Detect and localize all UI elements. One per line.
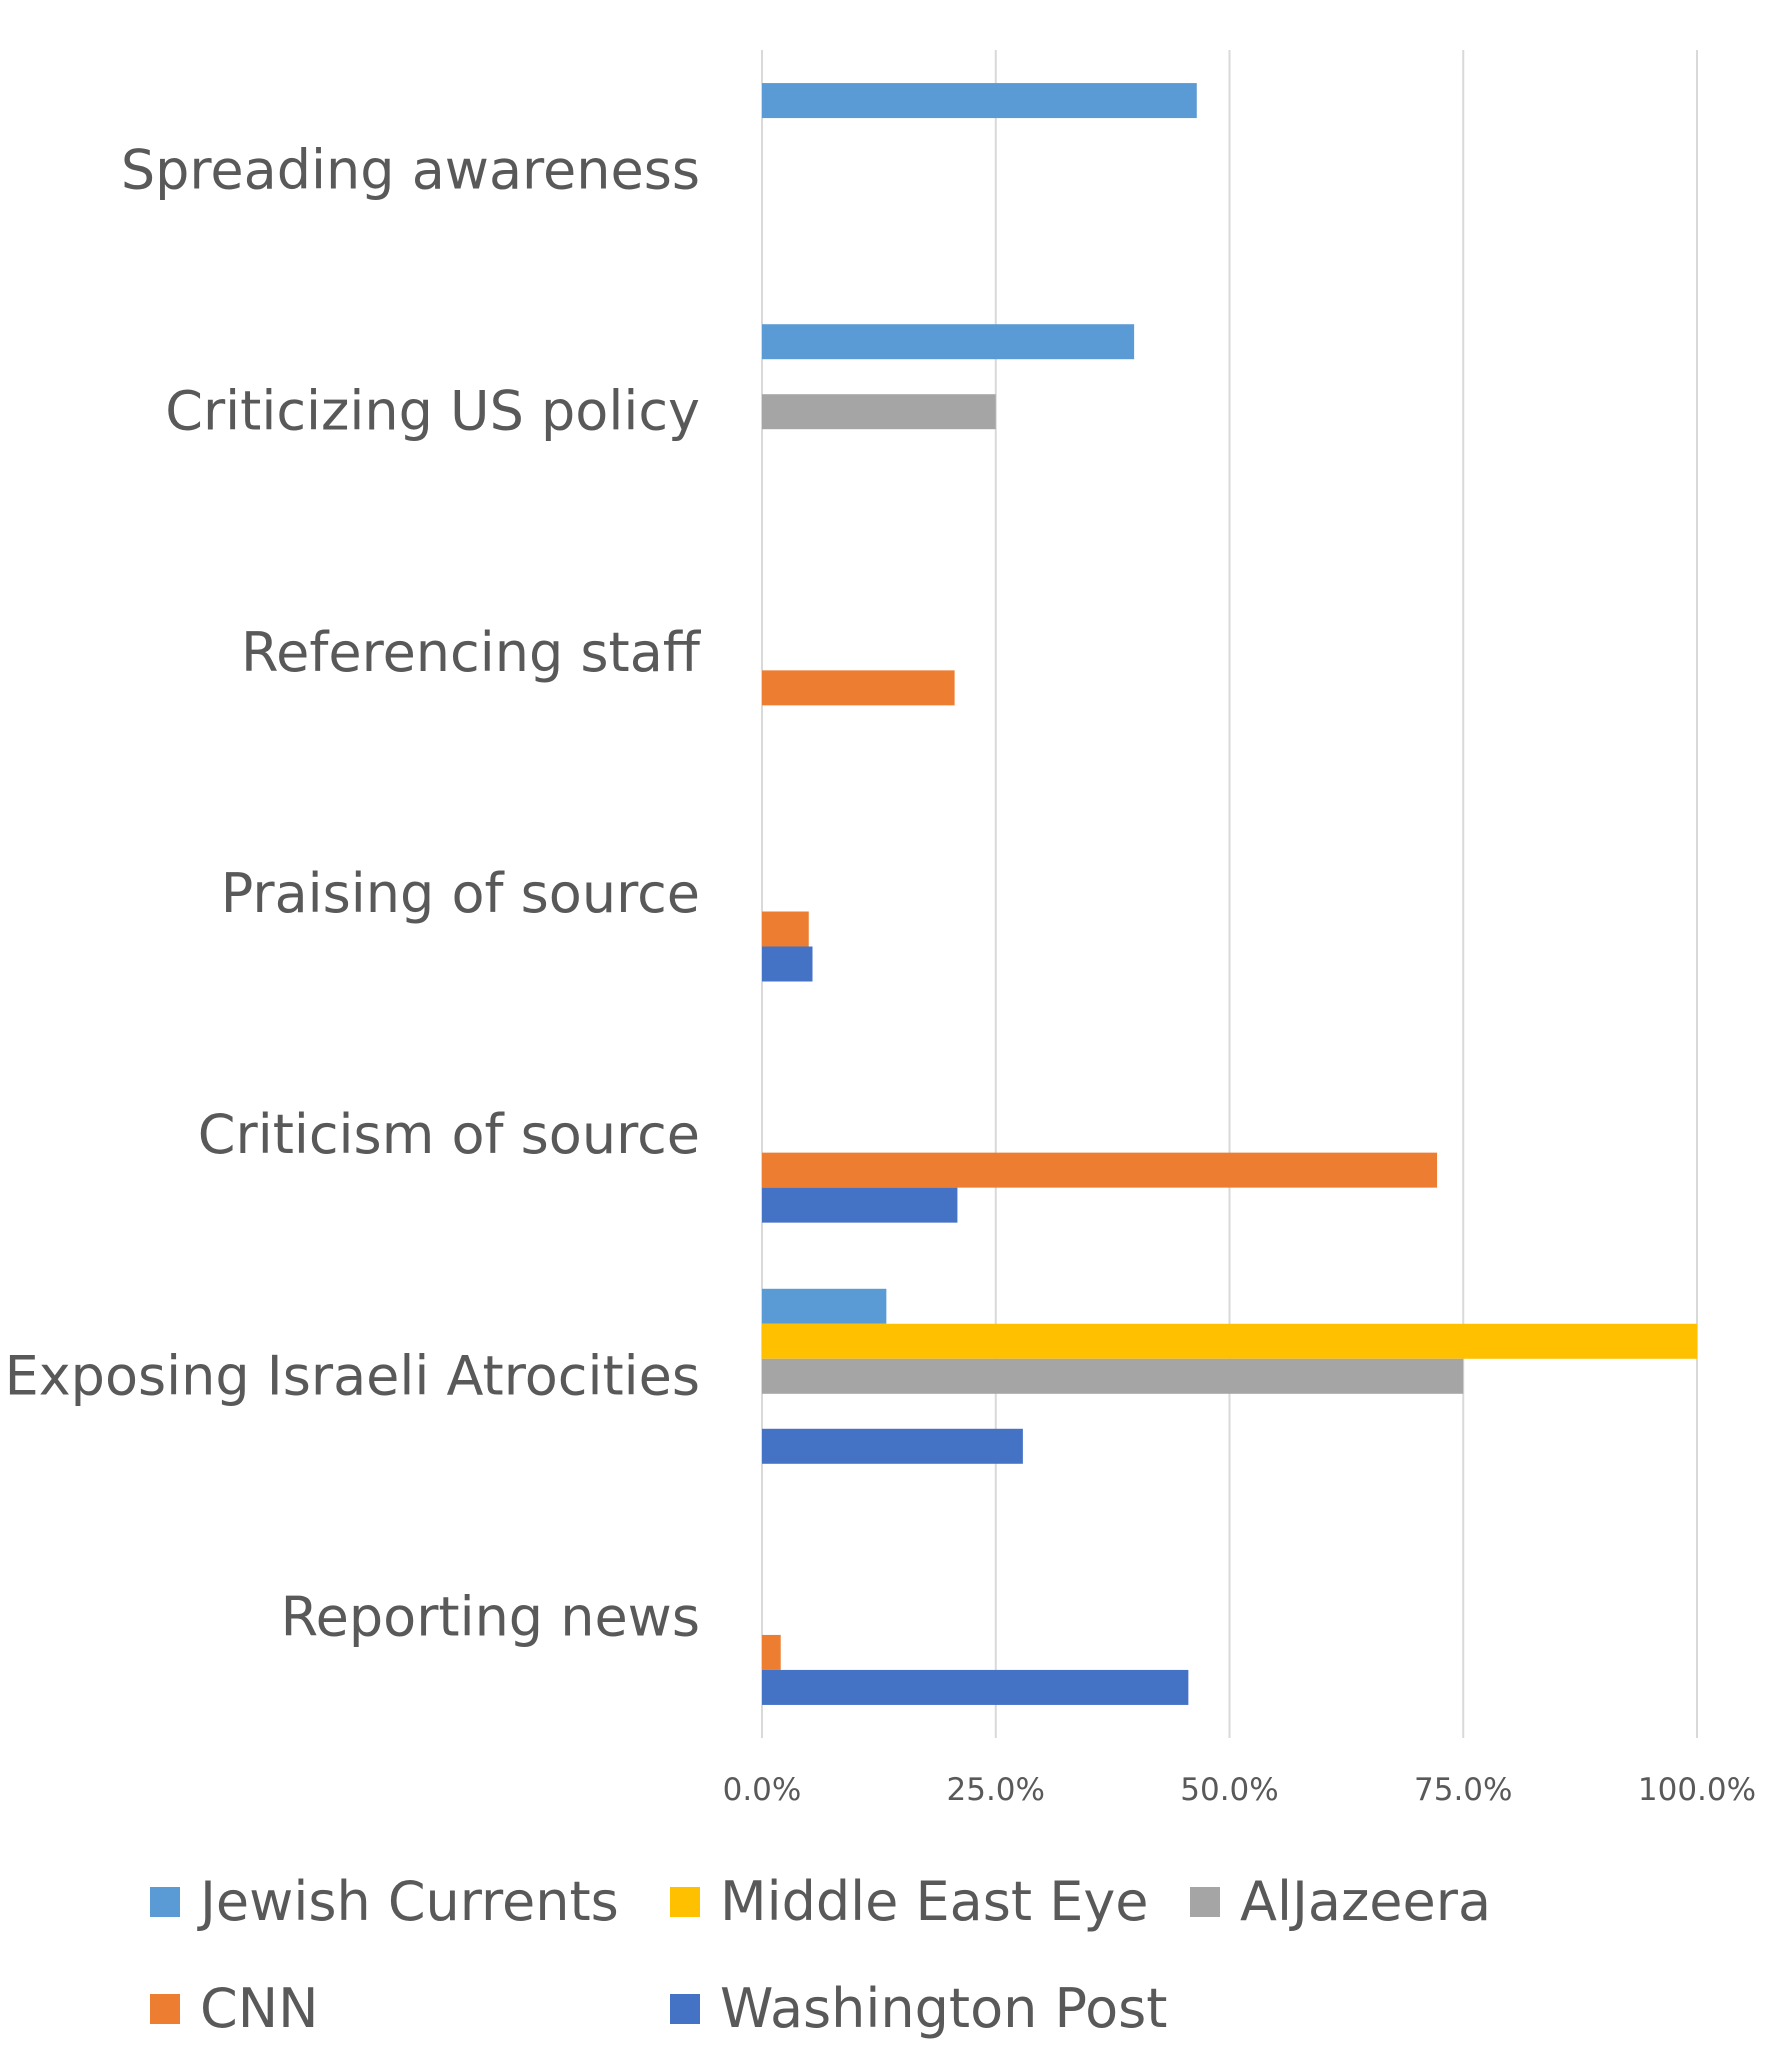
legend-swatch — [150, 1993, 180, 2024]
legend-item: Middle East Eye — [670, 1870, 1190, 1933]
category-label: Praising of source — [221, 862, 700, 925]
legend-item: CNN — [150, 1977, 670, 2040]
category-label: Exposing Israeli Atrocities — [5, 1344, 700, 1407]
bar — [762, 1634, 781, 1670]
bar — [762, 83, 1197, 119]
x-axis-tick-labels: 0.0% 25.0% 50.0% 75.0% 100.0% — [723, 1772, 1756, 1808]
x-tick-label: 75.0% — [1414, 1772, 1512, 1808]
bar — [762, 324, 1135, 360]
bar — [762, 1428, 1023, 1464]
category-label: Spreading awareness — [121, 139, 700, 202]
legend-swatch — [150, 1886, 180, 1917]
legend-item: AlJazeera — [1190, 1870, 1570, 1933]
bar — [762, 1288, 887, 1324]
category-label: Criticizing US policy — [165, 380, 700, 443]
legend-swatch — [670, 1993, 700, 2024]
bar — [762, 670, 955, 706]
bar — [762, 911, 809, 947]
bar-chart: Spreading awareness Criticizing US policy… — [5, 50, 1756, 1808]
legend-label: CNN — [200, 1977, 319, 2040]
x-tick-label: 25.0% — [947, 1772, 1045, 1808]
category-label: Criticism of source — [198, 1103, 700, 1166]
bar — [762, 1152, 1438, 1188]
legend-label: Middle East Eye — [720, 1870, 1149, 1933]
category-label: Referencing staff — [241, 621, 702, 684]
x-tick-label: 0.0% — [723, 1772, 802, 1808]
bar — [762, 1669, 1189, 1705]
x-tick-label: 100.0% — [1638, 1772, 1756, 1808]
legend-swatch — [1190, 1886, 1220, 1917]
category-label: Reporting news — [281, 1585, 700, 1648]
bar — [762, 1323, 1697, 1359]
bars — [762, 83, 1697, 1705]
legend-swatch — [670, 1886, 700, 1917]
category-labels: Spreading awareness Criticizing US policy… — [5, 139, 702, 1649]
bar — [762, 946, 813, 982]
legend: Jewish Currents Middle East Eye AlJazeera C… — [150, 1870, 1610, 2040]
legend-item: Jewish Currents — [150, 1870, 670, 1933]
legend-label: AlJazeera — [1240, 1870, 1492, 1933]
bar — [762, 1358, 1464, 1394]
bar — [762, 394, 996, 430]
legend-label: Jewish Currents — [200, 1870, 619, 1933]
bar — [762, 1187, 958, 1223]
legend-item: Washington Post — [670, 1977, 1190, 2040]
x-tick-label: 50.0% — [1180, 1772, 1278, 1808]
legend-label: Washington Post — [720, 1977, 1168, 2040]
gridlines — [761, 50, 1698, 1738]
